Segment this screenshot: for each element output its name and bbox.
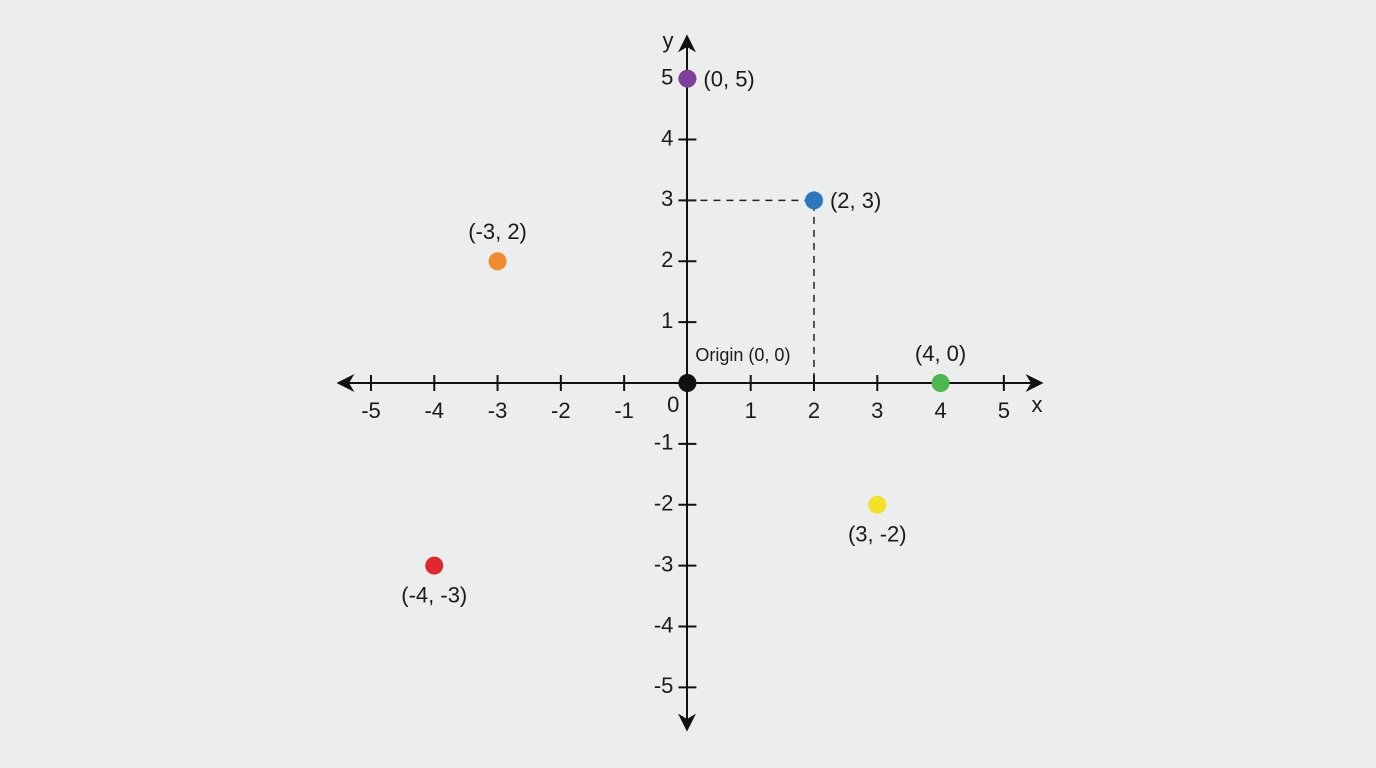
guide-line [687, 199, 815, 383]
point [425, 556, 444, 575]
origin-label: Origin (0, 0) [695, 345, 790, 365]
point-label: (3, -2) [848, 522, 907, 547]
point [678, 69, 697, 88]
y-tick-label: -1 [654, 430, 674, 455]
y-tick-label: 2 [661, 247, 673, 272]
y-tick-label: 3 [661, 186, 673, 211]
x-tick-label: 0 [667, 392, 679, 417]
point-label: (2, 3) [830, 188, 881, 213]
x-axis-label: x [1032, 392, 1043, 417]
point [678, 374, 697, 392]
point [488, 252, 507, 271]
y-tick-label: -5 [654, 673, 674, 698]
x-tick-label: -4 [424, 398, 444, 423]
x-tick-label: 5 [998, 398, 1010, 423]
y-tick-label: 1 [661, 308, 673, 333]
x-tick-label: 2 [808, 398, 820, 423]
point-label: (0, 5) [703, 66, 754, 91]
x-tick-label: 4 [934, 398, 946, 423]
y-tick-label: -3 [654, 551, 674, 576]
x-tick-label: -2 [551, 398, 571, 423]
y-tick-label: -4 [654, 612, 674, 637]
y-tick-label: 4 [661, 125, 673, 150]
x-tick-label: -5 [361, 398, 381, 423]
point [868, 495, 887, 514]
y-axis-label: y [663, 28, 674, 53]
x-tick-label: 3 [871, 398, 883, 423]
y-tick-label: -2 [654, 491, 674, 516]
point [804, 191, 823, 210]
y-tick-label: 5 [661, 64, 673, 89]
point [931, 374, 950, 392]
point-label: (-4, -3) [401, 582, 467, 607]
x-tick-label: -3 [488, 398, 508, 423]
point-label: (4, 0) [915, 341, 966, 366]
x-tick-label: 1 [745, 398, 757, 423]
point-label: (-3, 2) [468, 219, 527, 244]
x-tick-label: -1 [614, 398, 634, 423]
